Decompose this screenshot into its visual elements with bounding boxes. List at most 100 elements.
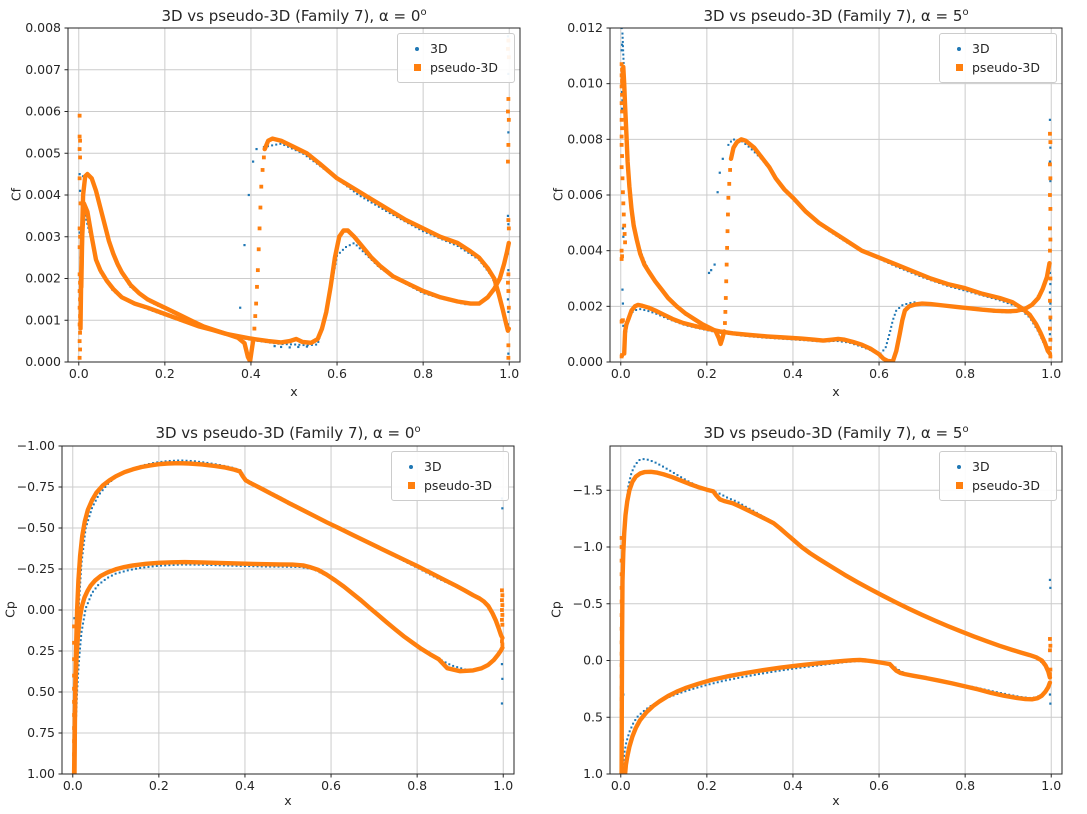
svg-text:1.0: 1.0 bbox=[499, 366, 519, 381]
svg-text:0.004: 0.004 bbox=[567, 243, 603, 258]
x-axis-label: x bbox=[832, 793, 840, 808]
chart-title-sup: o bbox=[962, 7, 969, 18]
svg-text:0.006: 0.006 bbox=[567, 187, 603, 202]
chart-title: 3D vs pseudo-3D (Family 7), α = 5o bbox=[610, 7, 1062, 25]
svg-text:0.25: 0.25 bbox=[27, 643, 55, 658]
svg-text:0.4: 0.4 bbox=[783, 366, 803, 381]
legend-item-3d: 3D bbox=[946, 457, 1050, 476]
y-axis-label: Cp bbox=[548, 601, 564, 618]
dot-marker-icon bbox=[398, 464, 424, 469]
legend-item-3d: 3D bbox=[404, 39, 508, 58]
legend-label: pseudo-3D bbox=[972, 478, 1040, 493]
y-axis-label: Cp bbox=[2, 601, 18, 618]
svg-text:0.004: 0.004 bbox=[25, 187, 61, 202]
svg-text:0.2: 0.2 bbox=[149, 778, 169, 793]
legend: 3D pseudo-3D bbox=[391, 451, 509, 501]
axes-spines bbox=[609, 445, 1063, 775]
svg-text:1.0: 1.0 bbox=[1041, 778, 1061, 793]
svg-text:0.008: 0.008 bbox=[25, 20, 61, 35]
chart-title-text: 3D vs pseudo-3D (Family 7), α = 0 bbox=[161, 7, 421, 25]
svg-text:0.0: 0.0 bbox=[611, 778, 631, 793]
svg-text:0.4: 0.4 bbox=[241, 366, 261, 381]
square-marker-icon bbox=[946, 482, 972, 489]
chart-title: 3D vs pseudo-3D (Family 7), α = 0o bbox=[68, 7, 520, 25]
x-axis-label: x bbox=[832, 384, 840, 399]
axes-spines bbox=[61, 445, 515, 775]
legend: 3D pseudo-3D bbox=[939, 451, 1057, 501]
axes-spines bbox=[67, 27, 521, 363]
svg-text:0.2: 0.2 bbox=[697, 778, 717, 793]
legend: 3D pseudo-3D bbox=[939, 33, 1057, 83]
square-marker-icon bbox=[946, 64, 972, 71]
tick-labels: 0.0 0.2 0.4 0.6 0.8 1.0 −1.5 −1.0 −0.5 0.0 0.5 1.0 bbox=[573, 482, 1062, 793]
chart-title-text: 3D vs pseudo-3D (Family 7), α = 5 bbox=[703, 424, 963, 442]
svg-text:0.8: 0.8 bbox=[413, 366, 433, 381]
svg-text:0.002: 0.002 bbox=[25, 271, 61, 286]
svg-text:−1.00: −1.00 bbox=[17, 438, 55, 453]
svg-text:0.005: 0.005 bbox=[25, 145, 61, 160]
legend-label: 3D bbox=[424, 459, 442, 474]
chart-title-sup: o bbox=[962, 424, 969, 435]
svg-text:0.50: 0.50 bbox=[27, 684, 55, 699]
legend-item-pseudo-3d: pseudo-3D bbox=[946, 476, 1050, 495]
svg-text:−0.25: −0.25 bbox=[17, 561, 55, 576]
y-axis-label: Cf bbox=[550, 187, 566, 202]
chart-title: 3D vs pseudo-3D (Family 7), α = 0o bbox=[62, 424, 514, 442]
svg-text:−0.50: −0.50 bbox=[17, 520, 55, 535]
svg-text:1.0: 1.0 bbox=[583, 766, 603, 781]
svg-text:0.75: 0.75 bbox=[27, 725, 55, 740]
x-axis-label: x bbox=[290, 384, 298, 399]
legend-label: 3D bbox=[972, 459, 990, 474]
dot-marker-icon bbox=[946, 46, 972, 51]
svg-text:0.2: 0.2 bbox=[697, 366, 717, 381]
legend-label: pseudo-3D bbox=[424, 478, 492, 493]
chart-title-sup: o bbox=[420, 7, 427, 18]
svg-text:0.0: 0.0 bbox=[611, 366, 631, 381]
svg-text:0.8: 0.8 bbox=[955, 366, 975, 381]
square-marker-icon bbox=[404, 64, 430, 71]
series-3d-dots bbox=[621, 458, 1052, 770]
tick-labels: 0.0 0.2 0.4 0.6 0.8 1.0 −1.00 −0.75 −0.50 −0.25 0.… bbox=[17, 438, 514, 793]
chart-title-text: 3D vs pseudo-3D (Family 7), α = 5 bbox=[703, 7, 963, 25]
svg-text:0.00: 0.00 bbox=[27, 602, 55, 617]
svg-text:0.4: 0.4 bbox=[235, 778, 255, 793]
svg-text:1.0: 1.0 bbox=[1041, 366, 1061, 381]
y-axis-label: Cf bbox=[8, 187, 24, 202]
svg-text:0.000: 0.000 bbox=[25, 354, 61, 369]
svg-text:0.6: 0.6 bbox=[327, 366, 347, 381]
svg-text:−0.5: −0.5 bbox=[573, 596, 603, 611]
svg-text:0.4: 0.4 bbox=[783, 778, 803, 793]
svg-text:1.0: 1.0 bbox=[493, 778, 513, 793]
chart-title-sup: o bbox=[414, 424, 421, 435]
svg-text:0.012: 0.012 bbox=[567, 20, 603, 35]
svg-text:0.2: 0.2 bbox=[155, 366, 175, 381]
legend-label: 3D bbox=[972, 41, 990, 56]
series-pseudo-3d-line bbox=[619, 469, 1053, 774]
svg-text:−1.5: −1.5 bbox=[573, 482, 603, 497]
series-area bbox=[71, 459, 505, 774]
legend-label: 3D bbox=[430, 41, 448, 56]
svg-text:0.003: 0.003 bbox=[25, 229, 61, 244]
svg-text:0.8: 0.8 bbox=[407, 778, 427, 793]
legend-label: pseudo-3D bbox=[972, 60, 1040, 75]
legend-item-pseudo-3d: pseudo-3D bbox=[404, 58, 508, 77]
tick-labels: 0.0 0.2 0.4 0.6 0.8 1.0 0.000 0.001 0.002 0.003 0.… bbox=[25, 20, 519, 381]
series-pseudo-3d-line bbox=[619, 62, 1053, 362]
chart-title: 3D vs pseudo-3D (Family 7), α = 5o bbox=[610, 424, 1062, 442]
legend-item-3d: 3D bbox=[398, 457, 502, 476]
series-area bbox=[619, 28, 1053, 362]
svg-text:0.6: 0.6 bbox=[869, 778, 889, 793]
svg-text:0.008: 0.008 bbox=[567, 131, 603, 146]
x-axis-label: x bbox=[284, 793, 292, 808]
axes-spines bbox=[609, 27, 1063, 363]
square-marker-icon bbox=[398, 482, 424, 489]
svg-text:0.007: 0.007 bbox=[25, 62, 61, 77]
svg-text:0.001: 0.001 bbox=[25, 312, 61, 327]
legend-item-3d: 3D bbox=[946, 39, 1050, 58]
svg-text:0.010: 0.010 bbox=[567, 76, 603, 91]
chart-title-text: 3D vs pseudo-3D (Family 7), α = 0 bbox=[155, 424, 415, 442]
series-area bbox=[77, 35, 511, 362]
svg-text:0.5: 0.5 bbox=[583, 709, 603, 724]
